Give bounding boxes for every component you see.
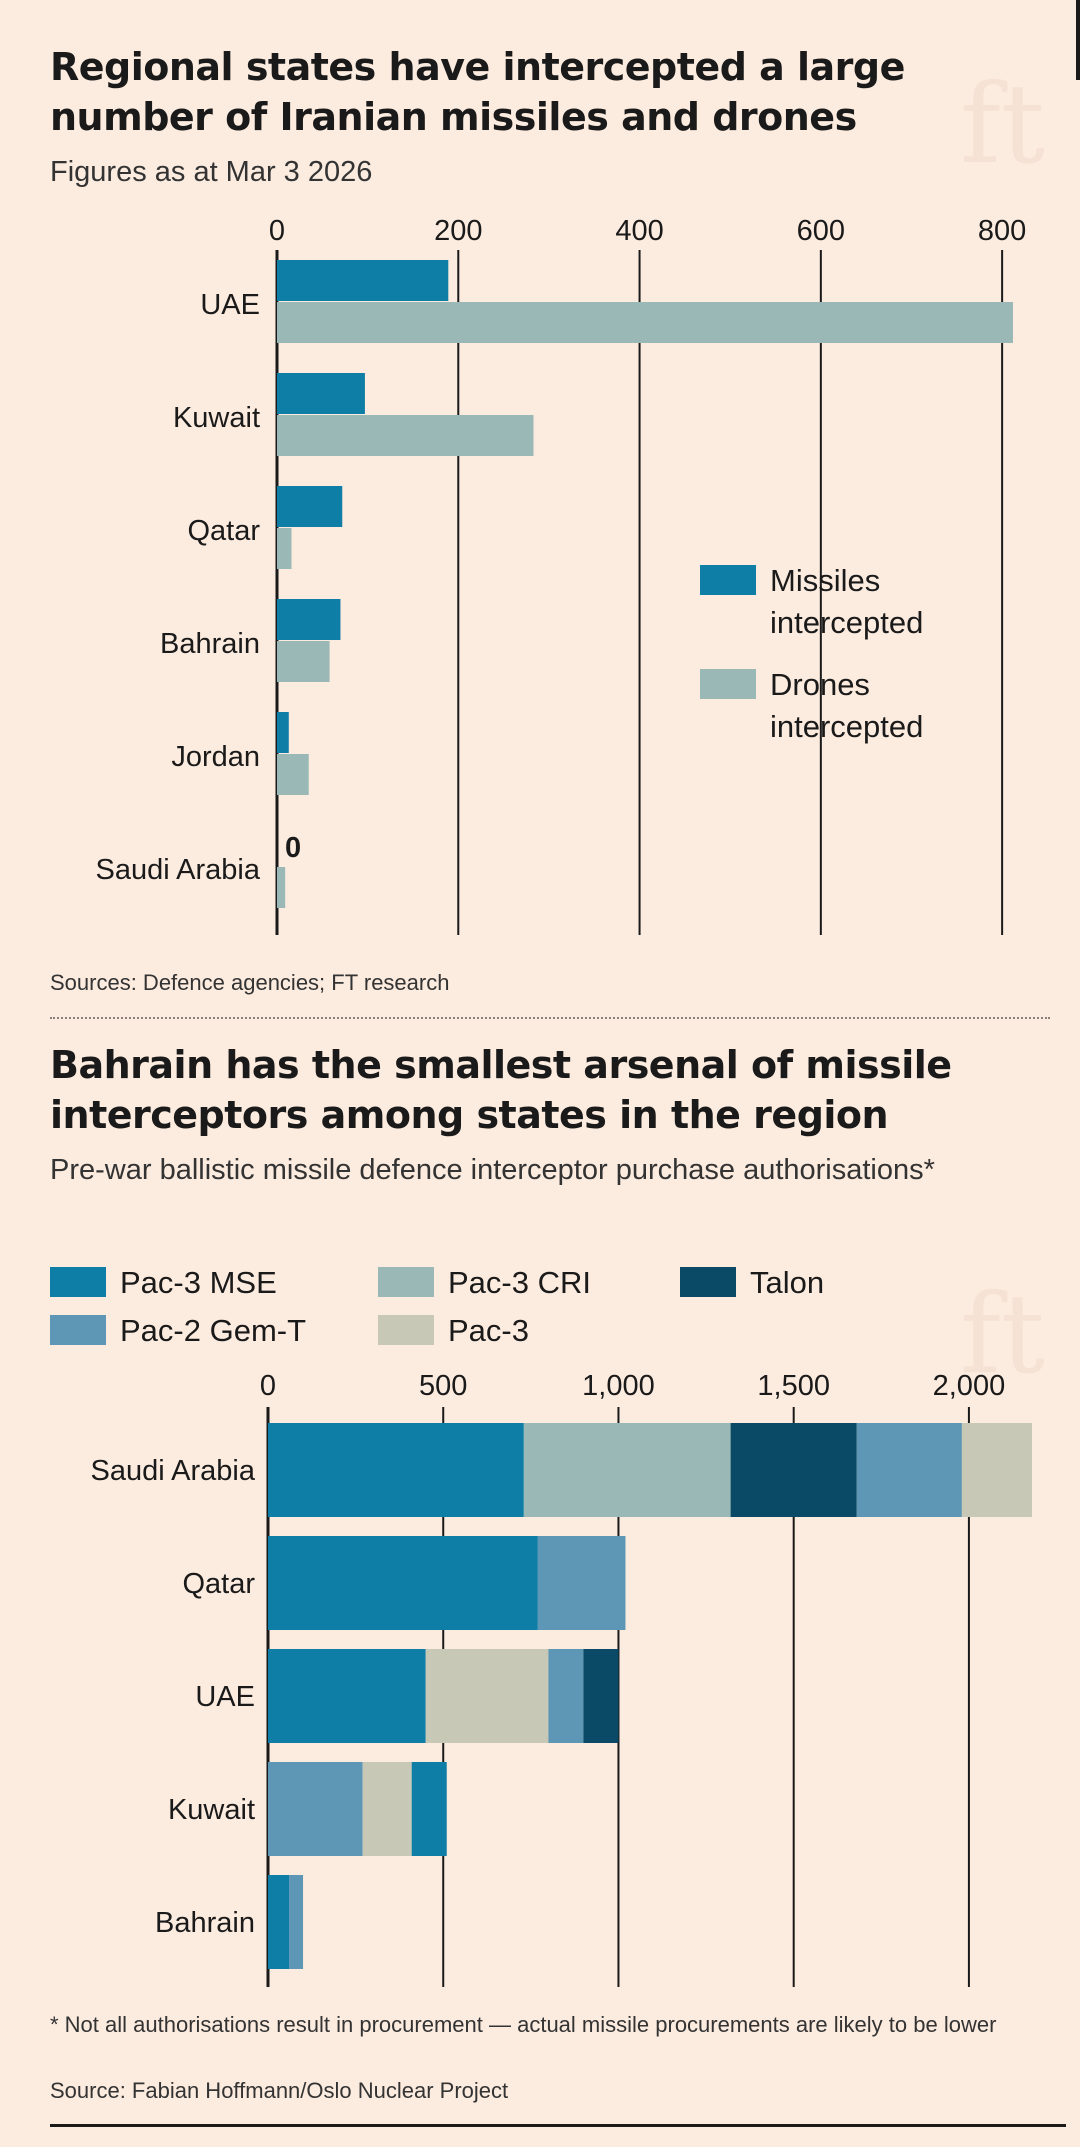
bar-missiles-intercepted-jordan — [277, 712, 289, 753]
bar-missiles-intercepted-bahrain — [277, 599, 341, 640]
ft-watermark: ft — [960, 60, 1045, 188]
bar-drones-intercepted-qatar — [277, 528, 292, 569]
frame-edge — [1076, 0, 1080, 80]
legend-label-talon: Talon — [750, 1265, 825, 1300]
x-tick-label: 1,000 — [582, 1370, 655, 1402]
legend-swatch-pac2-gem-t — [50, 1315, 106, 1345]
bar-pac-3-kuwait — [362, 1762, 412, 1856]
bar-drones-intercepted-uae — [277, 302, 1013, 343]
bar-pac-3-mse-bahrain — [268, 1875, 290, 1969]
chart2-title: Bahrain has the smallest arsenal of miss… — [50, 1043, 952, 1137]
legend-pac3: Pac-3 — [378, 1310, 529, 1352]
annotation-zero-label: 0 — [285, 832, 301, 864]
bar-pac-2-gem-t-bahrain — [289, 1875, 304, 1969]
bar-pac-2-gem-t-saudi-arabia — [856, 1423, 962, 1517]
bar-pac-3-uae — [425, 1649, 549, 1743]
legend-swatch-missiles — [700, 565, 756, 595]
category-label: Jordan — [171, 741, 260, 773]
legend-label-pac3-cri: Pac-3 CRI — [448, 1265, 591, 1300]
bar-pac-2-gem-t-qatar — [537, 1536, 626, 1630]
chart1-plot: 0 200 400 600 800 UAE Kuwait Qatar Bahrain Jordan… — [96, 215, 1026, 935]
legend-pac2-gem-t: Pac-2 Gem-T — [50, 1310, 306, 1352]
x-tick-label: 0 — [269, 215, 285, 247]
legend-swatch-drones — [700, 669, 756, 699]
x-tick-label: 800 — [978, 215, 1026, 247]
chart1-title: Regional states have intercepted a large… — [50, 45, 905, 139]
bar-missiles-intercepted-uae — [277, 260, 449, 301]
x-tick-label: 500 — [419, 1370, 467, 1402]
category-label: Saudi Arabia — [96, 854, 261, 886]
legend-label-pac3: Pac-3 — [448, 1313, 529, 1348]
bar-drones-intercepted-kuwait — [277, 415, 534, 456]
chart2-footnote: * Not all authorisations result in procu… — [50, 2012, 997, 2037]
bar-pac-3-mse-qatar — [268, 1536, 538, 1630]
x-tick-label: 2,000 — [933, 1370, 1006, 1402]
legend-label-missiles: Missiles intercepted — [770, 563, 924, 640]
chart2-source: Source: Fabian Hoffmann/Oslo Nuclear Pro… — [50, 2078, 509, 2103]
legend-missiles-intercepted: Missiles intercepted — [700, 560, 1000, 644]
bar-drones-intercepted-saudi-arabia — [277, 867, 286, 908]
legend-talon: Talon — [680, 1262, 824, 1304]
category-label: Bahrain — [155, 1907, 255, 1939]
chart2-subtitle: Pre-war ballistic missile defence interc… — [50, 1154, 935, 1186]
bar-drones-intercepted-bahrain — [277, 641, 330, 682]
legend-pac3-cri: Pac-3 CRI — [378, 1262, 591, 1304]
bar-missiles-intercepted-kuwait — [277, 373, 365, 414]
category-label: UAE — [200, 289, 260, 321]
bar-pac-2-gem-t-uae — [548, 1649, 584, 1743]
category-label: Qatar — [182, 1568, 255, 1600]
chart1-subtitle: Figures as at Mar 3 2026 — [50, 156, 373, 188]
bar-talon-uae — [583, 1649, 619, 1743]
bottom-rule — [50, 2124, 1066, 2127]
legend-swatch-talon — [680, 1267, 736, 1297]
legend-swatch-pac3-mse — [50, 1267, 106, 1297]
legend-label-pac2-gem-t: Pac-2 Gem-T — [120, 1313, 307, 1348]
x-tick-label: 400 — [615, 215, 663, 247]
category-label: Bahrain — [160, 628, 260, 660]
bar-pac-3-cri-saudi-arabia — [523, 1423, 731, 1517]
bar-missiles-intercepted-qatar — [277, 486, 343, 527]
chart2-plot: 0 500 1,000 1,500 2,000 Saudi Arabia Qatar UAE K… — [91, 1370, 1032, 1987]
bar-pac-3-mse-uae — [268, 1649, 426, 1743]
bar-pac-3-saudi-arabia — [961, 1423, 1032, 1517]
category-label: Saudi Arabia — [91, 1455, 256, 1487]
category-label: Qatar — [187, 515, 260, 547]
ft-watermark-lower: ft — [960, 1270, 1045, 1398]
category-label: Kuwait — [168, 1794, 255, 1826]
legend-label-drones: Drones intercepted — [770, 667, 924, 744]
legend-label-pac3-mse: Pac-3 MSE — [120, 1265, 277, 1300]
legend-swatch-pac3-cri — [378, 1267, 434, 1297]
bar-pac-2-gem-t-kuwait — [268, 1762, 363, 1856]
category-label: Kuwait — [173, 402, 260, 434]
bar-talon-saudi-arabia — [730, 1423, 857, 1517]
x-tick-label: 0 — [260, 1370, 276, 1402]
legend-pac3-mse: Pac-3 MSE — [50, 1262, 277, 1304]
legend-drones-intercepted: Drones intercepted — [700, 664, 1000, 748]
bar-drones-intercepted-jordan — [277, 754, 309, 795]
chart1-source: Sources: Defence agencies; FT research — [50, 970, 450, 995]
x-tick-label: 1,500 — [757, 1370, 830, 1402]
x-tick-label: 600 — [797, 215, 845, 247]
category-label: UAE — [195, 1681, 255, 1713]
bar-pac-3-mse-kuwait — [411, 1762, 447, 1856]
bar-pac-3-mse-saudi-arabia — [268, 1423, 524, 1517]
x-tick-label: 200 — [434, 215, 482, 247]
legend-swatch-pac3 — [378, 1315, 434, 1345]
section-divider — [50, 1017, 1050, 1019]
